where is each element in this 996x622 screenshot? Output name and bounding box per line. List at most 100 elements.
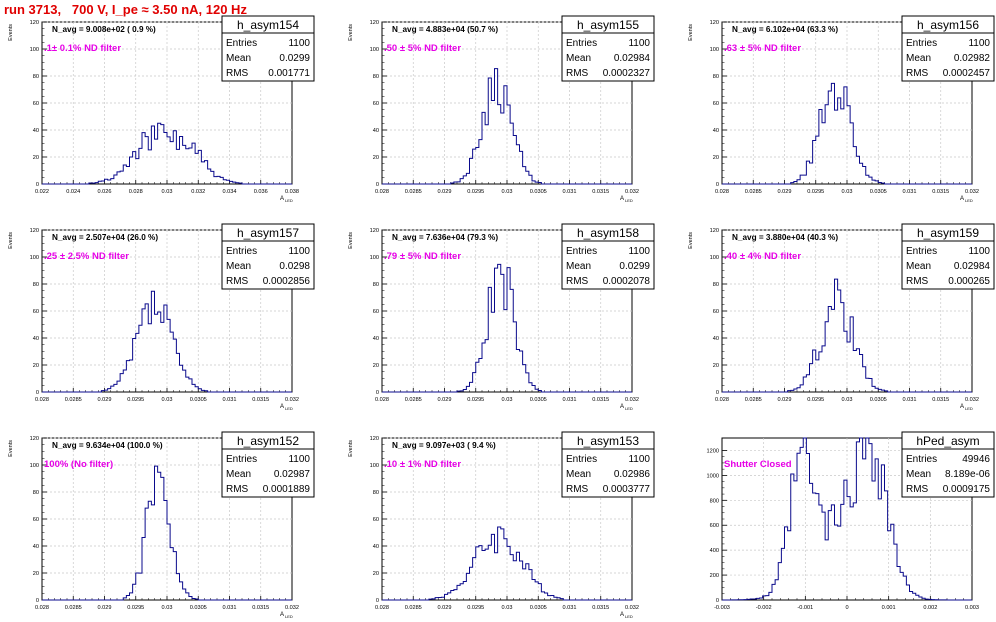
histogram-line (382, 68, 632, 185)
x-tick-label: 0.031 (563, 605, 577, 611)
x-tick-label: 0.0285 (405, 189, 422, 195)
x-tick-label: 0.032 (191, 189, 205, 195)
x-tick-label: 0.028 (375, 397, 389, 403)
y-tick-label: 60 (33, 101, 39, 107)
stats-label: Mean (566, 261, 591, 272)
y-tick-label: 20 (373, 363, 379, 369)
y-tick-label: 400 (710, 548, 719, 554)
x-axis-label-sub: LED (285, 406, 293, 411)
stats-label: Entries (226, 38, 257, 49)
y-tick-label: 1000 (707, 473, 719, 479)
x-tick-label: 0.0315 (592, 189, 609, 195)
stats-label: Mean (906, 469, 931, 480)
stats-title: h_asym154 (237, 18, 299, 32)
x-tick-label: -0.002 (756, 605, 772, 611)
y-axis-label: Events (688, 232, 694, 249)
stats-value: 0.0299 (279, 53, 310, 64)
x-tick-label: 0.028 (35, 605, 49, 611)
x-tick-label: 0.0315 (252, 605, 269, 611)
x-tick-label: 0.036 (254, 189, 268, 195)
stats-value: 0.0002457 (943, 68, 991, 79)
histogram-panel-h_asym155: 0.028 0.0285 0.029 0.0295 0.03 0.0305 0.031 0.0… (348, 15, 655, 203)
x-tick-label: 0.032 (965, 397, 979, 403)
x-tick-label: 0.03 (502, 189, 513, 195)
x-axis-label: A (620, 612, 624, 618)
histogram-panel-h_asym159: 0.028 0.0285 0.029 0.0295 0.03 0.0305 0.031 0.0… (688, 223, 995, 411)
stats-box (221, 448, 315, 498)
stats-value: 0.0003777 (603, 484, 651, 495)
stats-value: 1100 (288, 454, 310, 465)
histogram-panel-h_asym158: 0.028 0.0285 0.029 0.0295 0.03 0.0305 0.031 0.0… (348, 223, 655, 411)
x-tick-label: 0.0305 (190, 397, 207, 403)
stats-label: Entries (906, 454, 937, 465)
x-tick-label: 0.0315 (932, 397, 949, 403)
stats-box (901, 240, 995, 290)
filter-note: Shutter Closed (724, 459, 792, 470)
x-tick-label: 0.022 (35, 189, 49, 195)
y-tick-label: 100 (370, 463, 379, 469)
stats-label: Entries (566, 246, 597, 257)
y-tick-label: 800 (710, 498, 719, 504)
y-tick-label: 100 (30, 47, 39, 53)
stats-value: 0.0002856 (263, 276, 311, 287)
x-tick-label: 0.0285 (405, 605, 422, 611)
histogram-line (42, 290, 292, 393)
y-axis-label: Events (348, 232, 354, 249)
x-tick-label: 0 (845, 605, 848, 611)
x-tick-label: 0.0305 (870, 397, 887, 403)
stats-label: RMS (226, 276, 249, 287)
y-tick-label: 40 (33, 544, 39, 550)
x-axis-label: A (620, 196, 624, 202)
y-tick-label: 80 (713, 74, 719, 80)
stats-label: Mean (566, 53, 591, 64)
stats-label: RMS (226, 68, 249, 79)
x-tick-label: 0.029 (438, 605, 452, 611)
x-tick-label: 0.031 (563, 189, 577, 195)
x-tick-label: 0.032 (285, 397, 299, 403)
x-tick-label: 0.026 (98, 189, 112, 195)
y-tick-label: 120 (30, 228, 39, 234)
x-axis-label-sub: LED (285, 614, 293, 619)
stats-title: h_asym155 (577, 18, 639, 32)
navg-label: N_avg = 9.008e+02 ( 0.9 %) (52, 25, 156, 34)
y-axis-label: Events (8, 232, 14, 249)
x-tick-label: 0.032 (625, 189, 639, 195)
y-tick-label: 200 (710, 573, 719, 579)
stats-box (901, 32, 995, 82)
stats-label: Mean (226, 469, 251, 480)
y-axis-label: Events (8, 24, 14, 41)
x-tick-label: 0.0285 (65, 397, 82, 403)
y-tick-label: 0 (716, 390, 719, 396)
x-tick-label: 0.0315 (252, 397, 269, 403)
x-tick-label: -0.001 (797, 605, 813, 611)
y-tick-label: 20 (373, 155, 379, 161)
y-tick-label: 60 (33, 309, 39, 315)
y-tick-label: 80 (373, 282, 379, 288)
stats-label: RMS (906, 484, 929, 495)
y-tick-label: 40 (373, 336, 379, 342)
x-tick-label: 0.0285 (745, 189, 762, 195)
y-tick-label: 40 (33, 128, 39, 134)
navg-label: N_avg = 7.636e+04 (79.3 %) (392, 233, 498, 242)
stats-value: 0.02986 (614, 469, 651, 480)
x-tick-label: 0.029 (438, 189, 452, 195)
x-axis-label: A (280, 404, 284, 410)
stats-value: 1100 (628, 38, 650, 49)
navg-label: N_avg = 3.880e+04 (40.3 %) (732, 233, 838, 242)
x-tick-label: 0.032 (625, 605, 639, 611)
y-tick-label: 100 (30, 463, 39, 469)
y-tick-label: 40 (713, 128, 719, 134)
stats-box (561, 448, 655, 498)
x-tick-label: 0.03 (502, 605, 513, 611)
y-tick-label: 60 (373, 309, 379, 315)
stats-box (901, 448, 995, 498)
y-tick-label: 100 (370, 47, 379, 53)
x-tick-label: 0.031 (903, 189, 917, 195)
stats-label: RMS (906, 68, 929, 79)
y-tick-label: 20 (33, 363, 39, 369)
y-tick-label: 120 (710, 20, 719, 26)
x-tick-label: 0.031 (563, 397, 577, 403)
y-tick-label: 20 (33, 155, 39, 161)
y-tick-label: 80 (373, 490, 379, 496)
x-tick-label: 0.003 (965, 605, 979, 611)
